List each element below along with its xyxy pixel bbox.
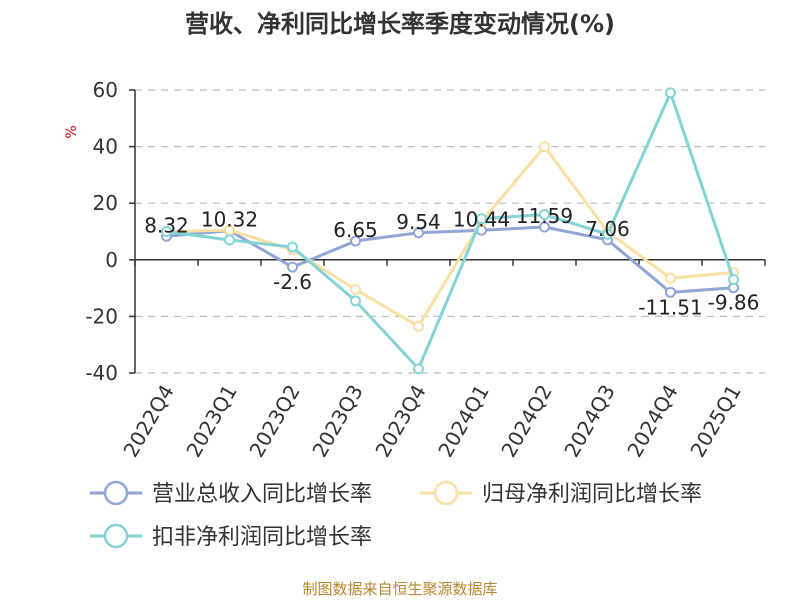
data-label: -11.51: [638, 295, 702, 319]
y-tick-label: 0: [105, 248, 118, 272]
data-point: [350, 235, 361, 247]
data-point: [287, 241, 298, 253]
data-label: 6.65: [333, 218, 378, 242]
data-point: [728, 274, 739, 286]
y-axis-unit: %: [64, 125, 80, 138]
data-point: [539, 221, 550, 233]
legend-label: 营业总收入同比增长率: [152, 482, 372, 507]
data-label: -9.86: [708, 291, 760, 315]
y-tick-label: 20: [93, 191, 118, 215]
data-label: 10.44: [453, 207, 510, 231]
data-point: [665, 286, 676, 298]
series-line: [166, 145, 734, 328]
data-point: [665, 87, 676, 99]
x-tick-label: 2024Q1: [433, 381, 493, 462]
data-point: [161, 226, 172, 237]
data-point: [413, 363, 424, 375]
grid-lines: [135, 89, 765, 374]
legend-marker: [103, 480, 129, 506]
legend-marker: [433, 480, 459, 506]
legend-item: 扣非净利润同比增长率: [90, 523, 372, 550]
data-label: 11.59: [516, 204, 573, 228]
source-note: 制图数据来自恒生聚源数据库: [302, 580, 497, 598]
data-point: [665, 272, 676, 284]
y-tick-label: 40: [93, 135, 118, 159]
legend-marker: [103, 523, 129, 549]
data-point: [413, 320, 424, 332]
x-tick-label: 2022Q4: [118, 381, 178, 462]
data-label: -2.6: [273, 270, 312, 294]
chart-title: 营收、净利同比增长率季度变动情况(%): [185, 10, 615, 38]
legend-item: 归母净利润同比增长率: [420, 480, 702, 507]
series-3: [161, 87, 739, 375]
y-tick-label: -20: [85, 304, 118, 328]
data-point: [539, 141, 550, 153]
x-tick-label: 2023Q1: [181, 381, 241, 462]
data-label: 9.54: [396, 210, 441, 234]
x-tick-label: 2024Q4: [622, 381, 682, 462]
y-tick-label: -40: [85, 361, 118, 385]
data-labels: 8.32 10.32 -2.6 6.65 9.54 10.44 11.59 7.06 -11.5…: [144, 204, 759, 319]
data-point: [287, 261, 298, 273]
data-point: [224, 234, 235, 246]
x-tick-label: 2025Q1: [685, 381, 745, 462]
data-point: [476, 213, 487, 225]
legend-label: 归母净利润同比增长率: [482, 482, 702, 507]
x-tick-label: 2024Q2: [496, 381, 556, 462]
data-label: 10.32: [201, 208, 258, 232]
data-point: [602, 228, 613, 240]
data-point: [350, 284, 361, 296]
legend-item: 营业总收入同比增长率: [90, 480, 372, 507]
data-point: [350, 295, 361, 307]
x-tick-label: 2023Q3: [307, 381, 367, 462]
series-line: [166, 225, 734, 294]
x-tick-label: 2023Q2: [244, 381, 304, 462]
legend-label: 扣非净利润同比增长率: [152, 525, 372, 550]
data-label: 8.32: [144, 213, 189, 237]
series-lines: [161, 87, 739, 375]
x-tick-label: 2023Q4: [370, 381, 430, 462]
data-point: [539, 209, 550, 221]
series-line: [166, 91, 735, 371]
data-label: 7.06: [585, 217, 630, 241]
data-point: [413, 227, 424, 239]
x-tick-label: 2024Q3: [559, 381, 619, 462]
y-tick-label: 60: [93, 78, 118, 102]
